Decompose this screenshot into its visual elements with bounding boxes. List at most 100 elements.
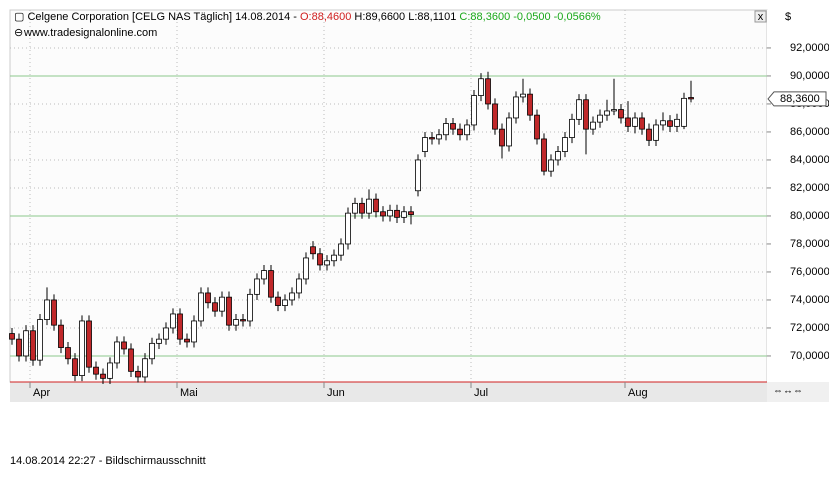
- open: O:88,4600: [300, 11, 351, 23]
- x-tick-label: Mai: [180, 387, 198, 399]
- candle-body: [485, 78, 491, 105]
- candle-body: [443, 123, 449, 136]
- candle-body: [345, 212, 351, 245]
- candle-body: [331, 254, 337, 262]
- candle-body: [149, 342, 155, 360]
- y-tick-label: 84,0000: [790, 154, 829, 166]
- candle-body: [219, 296, 225, 312]
- candle-body: [380, 211, 386, 217]
- candle-body: [653, 124, 659, 141]
- candle-body: [107, 362, 113, 379]
- candle-body: [275, 296, 281, 306]
- close-box[interactable]: [754, 10, 767, 23]
- candle-body: [114, 341, 120, 364]
- x-tick-label: Aug: [628, 387, 648, 399]
- y-tick-label: 70,0000: [790, 350, 829, 362]
- candle-body: [58, 324, 64, 348]
- candle-body: [520, 93, 526, 98]
- candle-body: [212, 302, 218, 312]
- candle-body: [142, 358, 148, 378]
- candle-body: [639, 117, 645, 130]
- candle-body: [436, 134, 442, 140]
- candle-body: [674, 118, 680, 127]
- y-tick-label: 92,0000: [790, 42, 829, 54]
- candle-body: [317, 253, 323, 266]
- candle-body: [534, 114, 540, 140]
- candle-body: [408, 211, 414, 215]
- x-tick-label: Jun: [327, 387, 345, 399]
- currency: $: [785, 11, 791, 23]
- y-tick-label: 86,0000: [790, 126, 829, 138]
- candle-body: [30, 330, 36, 361]
- candle-body: [226, 296, 232, 326]
- candle-body: [9, 333, 15, 340]
- candle-body: [562, 137, 568, 152]
- x-tick-label: Apr: [33, 387, 50, 399]
- candle-body: [352, 202, 358, 214]
- candle-body: [44, 299, 50, 320]
- candle-body: [135, 370, 141, 378]
- candle-body: [156, 338, 162, 344]
- candle-body: [457, 128, 463, 136]
- x-axis-area: [10, 382, 767, 402]
- candle-body: [429, 137, 435, 140]
- candle-body: [254, 278, 260, 295]
- candle-body: [121, 341, 127, 350]
- chart-title: Celgene Corporation [CELG NAS Täglich] 1…: [27, 11, 297, 23]
- candle-body: [450, 123, 456, 130]
- candle-body: [163, 327, 169, 340]
- candle-body: [527, 93, 533, 116]
- y-tick-label: 90,0000: [790, 70, 829, 82]
- change-pct: -0,0566%: [554, 11, 601, 23]
- candle-body: [373, 198, 379, 213]
- candle-body: [548, 159, 554, 172]
- candle-body: [240, 319, 246, 322]
- candle-body: [597, 114, 603, 123]
- candle-body: [128, 348, 134, 372]
- candle-body: [513, 96, 519, 119]
- candle-body: [324, 260, 330, 266]
- candle-body: [261, 270, 267, 280]
- candle-body: [205, 292, 211, 304]
- candle-body: [569, 118, 575, 138]
- candle-body: [660, 120, 666, 126]
- candle-body: [492, 103, 498, 130]
- low: L:88,1101: [408, 11, 456, 23]
- candle-body: [170, 313, 176, 329]
- x-tick-label: Jul: [474, 387, 488, 399]
- source-icon: ⊖: [14, 27, 23, 39]
- candle-body: [177, 313, 183, 340]
- candle-body: [93, 366, 99, 375]
- source: www.tradesignalonline.com: [23, 27, 157, 39]
- candle-body: [23, 330, 29, 357]
- candle-body: [394, 209, 400, 218]
- change: -0,0500: [513, 11, 550, 23]
- candle-body: [541, 138, 547, 172]
- candle-body: [688, 97, 694, 100]
- candle-body: [478, 78, 484, 96]
- plot-area: [9, 9, 768, 383]
- candle-body: [471, 95, 477, 126]
- candle-body: [296, 278, 302, 294]
- candle-body: [625, 117, 631, 127]
- candle-body: [37, 319, 43, 361]
- scroll-controls[interactable]: [767, 382, 829, 402]
- candle-body: [100, 373, 106, 379]
- title: ▢: [14, 11, 27, 23]
- candle-body: [576, 99, 582, 120]
- candle-body: [86, 320, 92, 368]
- footer: 14.08.2014 22:27 - Bildschirmausschnitt: [10, 455, 206, 467]
- scroll-icons: ⇔↔⇔: [773, 386, 803, 397]
- candle-body: [198, 292, 204, 322]
- close: C:88,3600: [459, 11, 510, 23]
- candle-body: [51, 299, 57, 326]
- high: H:89,6600: [354, 11, 405, 23]
- close-button[interactable]: x: [758, 11, 764, 23]
- candle-body: [401, 211, 407, 218]
- candle-body: [16, 338, 22, 357]
- candle-body: [191, 320, 197, 343]
- y-tick-label: 76,0000: [790, 266, 829, 278]
- candle-body: [590, 121, 596, 130]
- candle-body: [415, 159, 421, 192]
